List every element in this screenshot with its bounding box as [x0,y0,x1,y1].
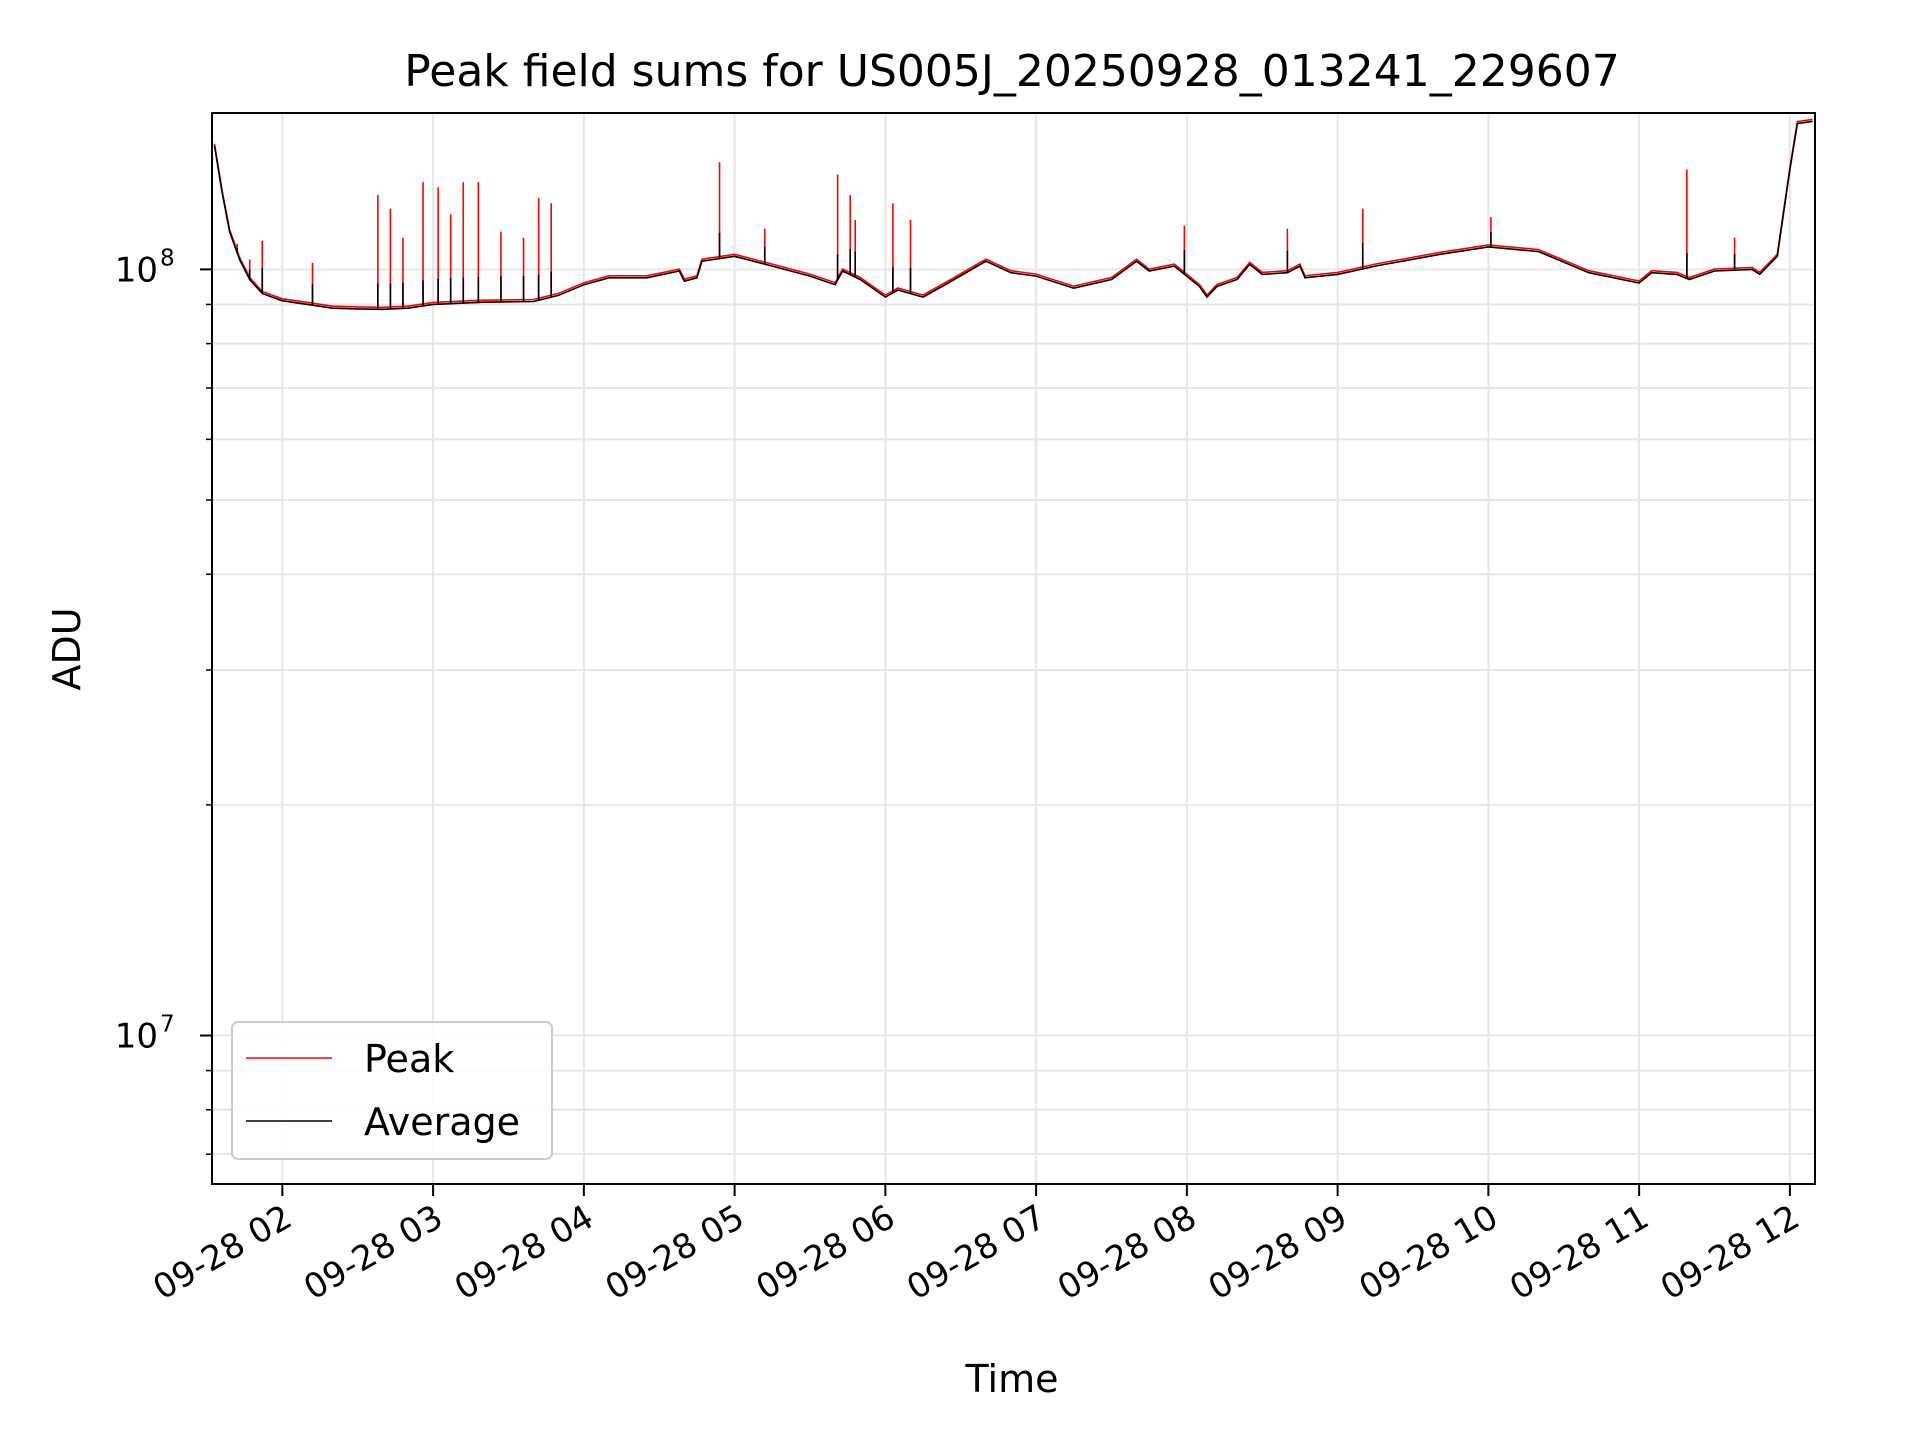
peak-line [213,118,1813,309]
legend-average-label: Average [364,1100,520,1144]
x-tick-label: 09-28 05 [599,1197,751,1308]
x-tick-label: 09-28 06 [749,1197,901,1308]
x-tick-label: 09-28 03 [297,1197,449,1308]
chart-title: Peak field sums for US005J_20250928_0132… [404,46,1619,97]
series-average [213,120,1813,311]
y-tick-label: 10 [115,250,158,290]
legend-peak-label: Peak [364,1037,454,1081]
legend-box [231,1021,553,1160]
x-tick-label: 09-28 04 [448,1197,600,1308]
x-tick-label: 09-28 07 [900,1197,1052,1308]
legend: Peak Average [231,1021,553,1160]
y-axis-label: ADU [45,607,89,690]
x-tick-label: 09-28 11 [1503,1197,1655,1308]
y-tick-exponent: 7 [160,1012,175,1038]
plot-clip-wrapper [213,118,1813,311]
x-tick-label: 09-28 12 [1654,1197,1806,1308]
x-tick-label: 09-28 10 [1352,1197,1504,1308]
x-tick-label: 09-28 02 [146,1197,298,1308]
y-tick-label: 10 [115,1017,158,1057]
average-line [213,120,1813,311]
plot-frame [211,112,1816,1185]
x-tick-label: 09-28 09 [1202,1197,1354,1308]
series-peak [213,118,1813,310]
x-axis-label: Time [965,1357,1059,1401]
y-tick-exponent: 8 [160,245,175,271]
x-tick-label: 09-28 08 [1051,1197,1203,1308]
